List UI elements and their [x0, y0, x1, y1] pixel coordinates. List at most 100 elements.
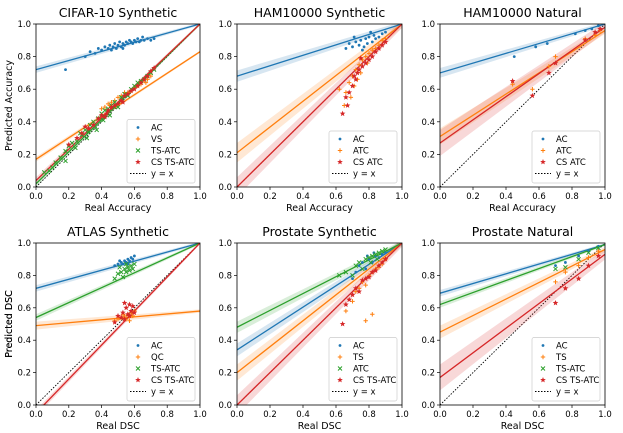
data-point	[123, 43, 126, 47]
data-point	[512, 55, 516, 58]
x-tick-label: 0.2	[263, 192, 277, 202]
panel-4: 0.0 0.2 0.4 0.6 0.8 1.0 0.0 0.2 0.4 0.6 0.8 1.0 ATLA…	[4, 224, 207, 432]
legend-label: TS	[352, 353, 364, 363]
data-point	[118, 259, 122, 263]
axes-frame	[35, 23, 201, 188]
data-point	[118, 40, 122, 44]
data-point	[131, 257, 135, 261]
axes-frame	[439, 242, 606, 406]
data-point	[376, 250, 382, 256]
data-point	[366, 51, 372, 56]
data-point	[132, 261, 137, 267]
y-tick-label: 0.6	[17, 304, 31, 314]
y-tick-label: 0.2	[218, 150, 232, 160]
fit-line	[42, 243, 200, 405]
data-point	[362, 60, 369, 66]
legend-label: AC	[151, 342, 163, 352]
data-point	[53, 160, 59, 165]
data-point	[354, 69, 361, 76]
data-point	[370, 40, 374, 44]
identity-line	[440, 243, 605, 405]
data-point	[118, 97, 125, 104]
legend-label: CS ATC	[353, 158, 383, 168]
data-point	[360, 266, 365, 272]
data-point	[126, 312, 133, 319]
data-point	[346, 296, 353, 303]
x-tick-label: 0.4	[499, 192, 513, 202]
data-point	[369, 253, 375, 259]
legend-marker	[337, 354, 343, 360]
data-point	[365, 42, 369, 45]
legend-box	[328, 130, 398, 184]
legend-marker	[337, 159, 343, 165]
data-point	[127, 268, 132, 273]
x-tick-label: 0.8	[565, 410, 579, 420]
fit-line	[36, 24, 200, 71]
data-point	[372, 34, 376, 37]
y-tick-label: 0.8	[218, 53, 232, 63]
data-point	[592, 29, 598, 35]
data-point	[563, 264, 568, 270]
legend-label: AC	[556, 135, 568, 145]
confidence-band	[36, 243, 200, 321]
data-point	[139, 38, 143, 42]
x-tick-label: 0.6	[128, 192, 142, 202]
data-point	[126, 42, 130, 45]
y-tick-label: 1.0	[17, 20, 31, 30]
panel-1: 0.0 0.2 0.4 0.6 0.8 1.0 0.0 0.2 0.4 0.6 0.8 1.0 CIFA…	[4, 5, 207, 214]
data-point	[121, 92, 128, 99]
axes-frame	[35, 242, 201, 406]
data-point	[509, 78, 516, 84]
x-tick-label: 0.8	[565, 192, 579, 202]
y-tick-label: 1.0	[421, 20, 435, 30]
data-point	[361, 48, 364, 52]
data-point	[361, 261, 364, 264]
data-point	[356, 288, 362, 295]
legend-marker	[541, 137, 545, 141]
legend-label: AC	[353, 135, 365, 145]
data-point	[151, 65, 157, 71]
data-point	[124, 91, 131, 97]
data-point	[376, 262, 382, 269]
data-point	[63, 158, 68, 164]
legend-marker	[337, 148, 343, 153]
panel-2: 0.0 0.2 0.4 0.6 0.8 1.0 0.0 0.2 0.4 0.6 0.8 1.0 HAM1…	[218, 5, 408, 214]
data-point	[366, 274, 372, 280]
data-point	[350, 299, 355, 304]
fit-line	[440, 248, 605, 333]
data-point	[376, 45, 382, 51]
data-point	[582, 37, 589, 43]
plot-area	[440, 24, 605, 187]
data-point	[123, 261, 129, 267]
data-point	[115, 100, 121, 107]
data-point	[115, 95, 121, 100]
data-point	[121, 262, 125, 266]
data-point	[111, 45, 115, 49]
legend-marker	[540, 354, 546, 360]
y-tick-label: 0.6	[218, 304, 232, 314]
x-axis-label: Real Accuracy	[286, 203, 353, 214]
data-point	[352, 76, 359, 82]
data-point	[358, 70, 363, 76]
x-tick-label: 0.2	[62, 410, 76, 420]
data-point	[93, 51, 97, 55]
y-tick-label: 0.0	[218, 183, 232, 193]
data-point	[117, 264, 122, 270]
x-axis-label: Real DSC	[96, 421, 140, 432]
data-point	[130, 266, 136, 272]
data-point	[354, 270, 358, 274]
data-point	[111, 102, 118, 108]
data-point	[91, 119, 96, 125]
data-point	[63, 148, 68, 154]
legend-box	[126, 119, 196, 184]
data-point	[142, 38, 146, 42]
x-tick-label: 1.0	[395, 410, 409, 420]
legend-marker	[540, 366, 546, 371]
legend-marker	[135, 366, 141, 371]
fit-line	[440, 24, 605, 74]
x-tick-label: 0.4	[95, 192, 109, 202]
legend-label: y = x	[151, 170, 174, 180]
data-point	[106, 47, 110, 50]
data-point	[510, 82, 515, 87]
